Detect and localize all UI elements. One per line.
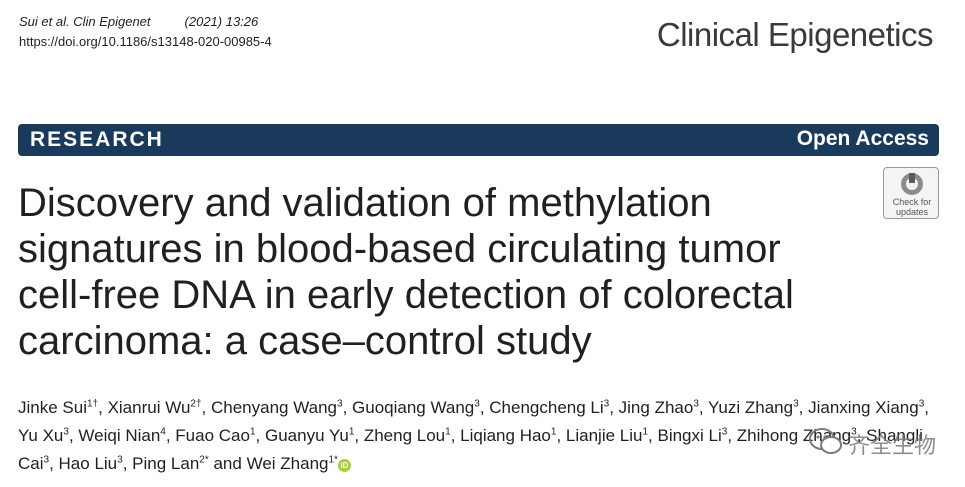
author-affiliation: 3: [693, 398, 699, 410]
author-affiliation: 1: [642, 426, 649, 438]
author[interactable]: Zheng Lou1: [364, 426, 451, 445]
author-affiliation: 3: [474, 398, 480, 410]
author-name: Jing Zhao: [618, 398, 694, 417]
author[interactable]: Chenyang Wang3: [211, 398, 343, 417]
author-name: Yu Xu: [18, 426, 64, 445]
author[interactable]: Yu Xu3: [18, 426, 69, 445]
author-affiliation: 2†: [190, 398, 202, 410]
author-affiliation: 3: [721, 426, 728, 438]
title-line: carcinoma: a case–control study: [18, 319, 592, 363]
author[interactable]: Xianrui Wu2†: [108, 398, 202, 417]
author-affiliation: 3: [117, 454, 123, 466]
research-banner: RESEARCH Open Access: [18, 124, 939, 156]
title-line: Discovery and validation of methylation: [18, 181, 712, 225]
author-name: Shangli Cai: [18, 426, 923, 473]
title-line: cell-free DNA in early detection of colo…: [18, 273, 794, 317]
author[interactable]: Hao Liu3: [59, 454, 123, 473]
author-name: Jinke Sui: [18, 398, 87, 417]
author[interactable]: Fuao Cao1: [175, 426, 255, 445]
author[interactable]: Guanyu Yu1: [265, 426, 354, 445]
article-title: Discovery and validation of methylation …: [18, 180, 878, 364]
author-affiliation: 3: [337, 398, 343, 410]
title-line: signatures in blood-based circulating tu…: [18, 227, 781, 271]
author-name: Chenyang Wang: [210, 398, 337, 417]
author-affiliation: 1: [348, 426, 355, 438]
author[interactable]: Jinke Sui1†: [18, 398, 98, 417]
citation-header: Sui et al. Clin Epigenet (2021) 13:26 htt…: [19, 12, 272, 52]
author-affiliation: 1†: [86, 398, 99, 410]
author-name: Hao Liu: [58, 454, 118, 473]
author[interactable]: Liqiang Hao1: [460, 426, 556, 445]
author[interactable]: Jing Zhao3: [619, 398, 699, 417]
author-affiliation: 1: [550, 426, 557, 438]
author-affiliation: 3: [603, 398, 610, 410]
citation-line: Sui et al. Clin Epigenet (2021) 13:26: [19, 12, 272, 32]
watermark-text: 齐全生物: [848, 433, 937, 458]
author[interactable]: Shangli Cai3: [18, 426, 923, 473]
author[interactable]: Jianxing Xiang3: [808, 398, 924, 417]
author-name: Liqiang Hao: [460, 426, 551, 445]
author-name: Weiqi Nian: [78, 426, 161, 445]
doi-link[interactable]: https://doi.org/10.1186/s13148-020-00985…: [19, 34, 272, 49]
check-updates-line1: Check for: [892, 197, 932, 207]
check-updates-icon: [901, 173, 923, 195]
watermark: 齐全生物: [808, 424, 958, 464]
author-affiliation: 3: [43, 454, 50, 466]
author-name: Chengcheng Li: [489, 398, 604, 417]
citation-year-volume: (2021) 13:26: [184, 14, 259, 29]
author[interactable]: Wei Zhang1*: [247, 454, 338, 473]
author-affiliation: 1*: [328, 454, 338, 466]
author-name: Ping Lan: [132, 454, 200, 473]
author[interactable]: Lianjie Liu1: [566, 426, 648, 445]
journal-name: Clinical Epigenetics: [656, 16, 934, 53]
author-affiliation: 1: [249, 426, 256, 438]
author-affiliation: 1: [445, 426, 451, 438]
author[interactable]: Guoqiang Wang3: [352, 398, 480, 417]
author-affiliation: 3: [793, 398, 799, 410]
author-affiliation: 3: [851, 426, 857, 438]
author-and: and: [213, 454, 242, 473]
author-list: Jinke Sui1†, Xianrui Wu2†, Chenyang Wang…: [18, 398, 929, 473]
author[interactable]: Weiqi Nian4: [78, 426, 165, 445]
author-name: Bingxi Li: [657, 426, 722, 445]
author-name: Fuao Cao: [175, 426, 250, 445]
author-affiliation: 4: [160, 426, 166, 438]
check-for-updates-button[interactable]: Check for updates: [883, 167, 939, 219]
author[interactable]: Ping Lan2*: [132, 454, 209, 473]
author-name: Lianjie Liu: [565, 426, 643, 445]
author[interactable]: Yuzi Zhang3: [708, 398, 799, 417]
author-name: Xianrui Wu: [107, 398, 191, 417]
citation-authors-journal: Sui et al. Clin Epigenet: [19, 14, 151, 29]
author-name: Wei Zhang: [246, 454, 329, 473]
section-label: RESEARCH: [30, 128, 164, 151]
author-affiliation: 3: [63, 426, 69, 438]
author[interactable]: Chengcheng Li3: [489, 398, 609, 417]
author-name: Guoqiang Wang: [352, 398, 475, 417]
wechat-icon: [809, 428, 842, 454]
author-name: Guanyu Yu: [264, 426, 349, 445]
orcid-icon[interactable]: iD: [337, 459, 351, 472]
author-affiliation: 3: [918, 398, 925, 410]
author-name: Jianxing Xiang: [808, 398, 919, 417]
author-name: Yuzi Zhang: [708, 398, 794, 417]
author-name: Zheng Lou: [363, 426, 446, 445]
author[interactable]: Bingxi Li3: [657, 426, 727, 445]
author-affiliation: 2*: [199, 454, 209, 466]
check-updates-line2: updates: [895, 207, 929, 217]
open-access-label: Open Access: [796, 127, 929, 150]
